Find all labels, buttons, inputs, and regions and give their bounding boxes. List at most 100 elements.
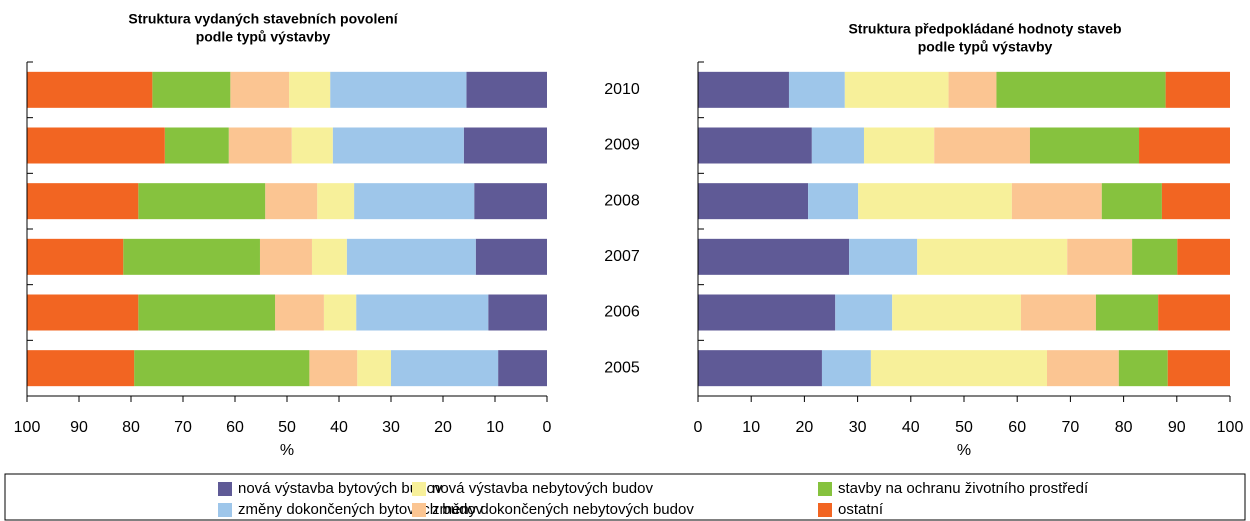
bar-segment — [317, 183, 355, 220]
x-tick-label: 10 — [742, 419, 760, 436]
bar-segment — [849, 238, 918, 275]
bar-segment — [138, 294, 276, 331]
bar-segment — [1165, 71, 1230, 108]
bar-segment — [811, 127, 864, 164]
legend-swatch — [412, 503, 426, 517]
bar-segment — [858, 183, 1012, 220]
bar-segment — [996, 71, 1166, 108]
bar-segment — [948, 71, 997, 108]
bar-segment — [330, 71, 467, 108]
bar-segment — [1095, 294, 1159, 331]
bar-segment — [475, 238, 547, 275]
bar-segment — [1011, 183, 1102, 220]
bar-segment — [356, 294, 489, 331]
bar-segment — [863, 127, 935, 164]
chart-title: podle typů výstavby — [196, 29, 331, 45]
chart-title: podle typů výstavby — [918, 39, 1053, 55]
bar-segment — [27, 183, 139, 220]
bar-segment — [892, 294, 1021, 331]
bar-segment — [332, 127, 464, 164]
x-tick-label: 0 — [694, 419, 703, 436]
bar-segment — [152, 71, 231, 108]
x-tick-label: 70 — [1062, 419, 1080, 436]
bar-segment — [1161, 183, 1230, 220]
chart-title: Struktura předpokládané hodnoty staveb — [848, 21, 1121, 37]
legend-label: nová výstavba bytových budov — [238, 480, 443, 497]
legend-swatch — [818, 482, 832, 496]
x-tick-label: 90 — [70, 419, 88, 436]
x-tick-label: 20 — [796, 419, 814, 436]
bar-segment — [1158, 294, 1230, 331]
bar-segment — [698, 294, 836, 331]
bar-segment — [835, 294, 893, 331]
legend-swatch — [218, 482, 232, 496]
bar-segment — [354, 183, 475, 220]
bar-segment — [357, 350, 391, 387]
bar-segment — [844, 71, 949, 108]
bar-segment — [309, 350, 358, 387]
category-label: 2008 — [604, 192, 640, 209]
legend-swatch — [218, 503, 232, 517]
x-tick-label: 50 — [955, 419, 973, 436]
category-label: 2007 — [604, 248, 640, 265]
bar-segment — [1101, 183, 1162, 220]
bar-segment — [1029, 127, 1140, 164]
category-label: 2009 — [604, 137, 640, 154]
bar-segment — [698, 238, 850, 275]
x-tick-label: 0 — [543, 419, 552, 436]
chart-title: Struktura vydaných stavebních povolení — [128, 11, 398, 27]
x-tick-label: 60 — [1008, 419, 1026, 436]
legend-label: nová výstavba nebytových budov — [432, 480, 653, 497]
bar-segment — [1020, 294, 1096, 331]
x-tick-label: 80 — [122, 419, 140, 436]
bar-segment — [1132, 238, 1178, 275]
bar-segment — [27, 238, 124, 275]
bar-segment — [917, 238, 1068, 275]
legend-label: změny dokončených nebytových budov — [432, 501, 694, 518]
bar-segment — [463, 127, 547, 164]
bar-segment — [1118, 350, 1168, 387]
bar-segment — [27, 127, 165, 164]
bar-segment — [466, 71, 547, 108]
bar-segment — [323, 294, 357, 331]
bar-segment — [228, 127, 292, 164]
category-label: 2005 — [604, 359, 640, 376]
bar-segment — [698, 127, 812, 164]
x-tick-label: 100 — [1217, 419, 1244, 436]
x-tick-label: 50 — [278, 419, 296, 436]
bar-segment — [1177, 238, 1230, 275]
bar-segment — [291, 127, 333, 164]
bar-segment — [808, 183, 859, 220]
bar-segment — [134, 350, 310, 387]
x-tick-label: 20 — [434, 419, 452, 436]
bar-segment — [698, 350, 822, 387]
bar-segment — [1139, 127, 1230, 164]
bar-segment — [870, 350, 1047, 387]
bar-segment — [275, 294, 324, 331]
bar-segment — [1167, 350, 1230, 387]
legend-swatch — [818, 503, 832, 517]
x-tick-label: 60 — [226, 419, 244, 436]
x-tick-label: 80 — [1115, 419, 1133, 436]
bar-segment — [698, 71, 789, 108]
x-tick-label: 30 — [382, 419, 400, 436]
bar-segment — [821, 350, 871, 387]
bar-segment — [1067, 238, 1133, 275]
x-axis-label: % — [957, 442, 971, 459]
bar-segment — [164, 127, 229, 164]
bar-segment — [498, 350, 547, 387]
x-tick-label: 40 — [902, 419, 920, 436]
bar-segment — [259, 238, 312, 275]
bar-segment — [934, 127, 1030, 164]
category-label: 2006 — [604, 304, 640, 321]
x-tick-label: 10 — [486, 419, 504, 436]
bar-segment — [230, 71, 290, 108]
x-axis-label: % — [280, 442, 294, 459]
bar-segment — [788, 71, 845, 108]
bar-segment — [123, 238, 260, 275]
bar-segment — [488, 294, 547, 331]
x-tick-label: 40 — [330, 419, 348, 436]
bar-segment — [289, 71, 331, 108]
legend-swatch — [412, 482, 426, 496]
